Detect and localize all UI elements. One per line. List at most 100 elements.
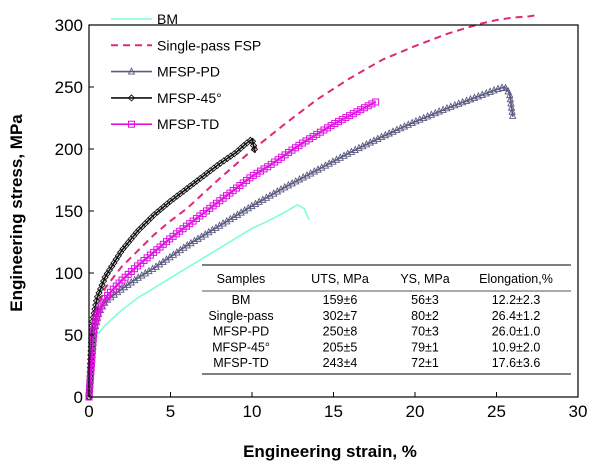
table-cell: 72±1	[411, 356, 439, 370]
data-point	[249, 141, 258, 149]
data-point	[97, 302, 105, 310]
y-tick-label: 250	[55, 78, 83, 97]
data-point	[302, 137, 310, 145]
legend-item-mfsp-td: MFSP-TD	[111, 116, 219, 132]
data-point	[86, 380, 94, 388]
legend-marker	[127, 67, 136, 75]
data-point	[87, 364, 95, 372]
legend-label: Single-pass FSP	[157, 37, 261, 53]
data-point	[166, 252, 174, 261]
data-point	[176, 245, 185, 254]
data-point	[159, 257, 167, 265]
data-point	[197, 232, 206, 240]
data-point	[183, 240, 191, 249]
data-point	[155, 259, 164, 268]
data-point	[357, 106, 365, 114]
data-point	[86, 376, 94, 384]
legend: BM Single-pass FSP MFSP-PD MFSP-45° MFSP-TD	[111, 11, 261, 132]
data-point	[313, 130, 321, 138]
data-point	[90, 326, 98, 334]
series-line	[88, 204, 310, 398]
legend-label: MFSP-PD	[157, 64, 220, 80]
table-cell: 250±8	[323, 325, 358, 339]
table-cell: MFSP-PD	[213, 325, 269, 339]
data-point	[334, 118, 342, 126]
x-tick-label: 10	[243, 402, 262, 421]
table-cell: 70±3	[411, 325, 439, 339]
data-point	[110, 290, 118, 298]
data-point	[260, 165, 268, 173]
table-header-cell: Samples	[217, 272, 266, 286]
legend-item-bm: BM	[111, 11, 178, 27]
data-point	[342, 114, 350, 122]
data-point	[92, 318, 100, 326]
table-cell: 80±2	[411, 309, 439, 323]
legend-item-single-pass-fsp: Single-pass FSP	[111, 37, 261, 53]
table-cell: 159±6	[323, 293, 358, 307]
data-point	[95, 306, 103, 314]
table-cell: 12.2±2.3	[492, 293, 541, 307]
table-cell: 26.0±1.0	[492, 325, 541, 339]
legend-marker	[128, 120, 135, 128]
data-point	[152, 262, 160, 270]
legend-label: MFSP-45°	[157, 90, 222, 106]
data-point	[212, 223, 220, 231]
y-tick-label: 100	[55, 264, 83, 283]
data-point	[87, 372, 95, 380]
x-tick-label: 15	[324, 402, 343, 421]
data-point	[249, 171, 257, 179]
data-point	[223, 216, 231, 225]
data-point	[169, 250, 178, 258]
data-point	[230, 212, 238, 220]
data-point	[498, 83, 506, 91]
y-tick-label: 0	[74, 388, 83, 407]
data-point	[89, 343, 97, 351]
data-point	[316, 128, 324, 136]
x-tick-label: 5	[166, 402, 175, 421]
data-point	[226, 214, 235, 223]
table-header-cell: YS, MPa	[400, 272, 449, 286]
legend-item-mfsp-45: MFSP-45°	[111, 90, 222, 106]
data-point	[86, 385, 94, 393]
data-point	[219, 219, 227, 227]
table-cell: 56±3	[411, 293, 439, 307]
legend-marker	[127, 94, 136, 102]
series-bm	[88, 204, 310, 398]
series-layer	[85, 14, 538, 401]
data-point	[141, 268, 150, 277]
data-point	[349, 110, 357, 118]
table-cell: Single-pass	[208, 309, 273, 323]
series-line	[88, 14, 538, 398]
data-point	[90, 330, 98, 338]
data-point	[501, 83, 510, 92]
table-cell: 205±5	[323, 340, 358, 354]
data-point	[346, 112, 354, 120]
data-point	[89, 339, 97, 347]
table-cell: MFSP-45°	[212, 340, 270, 354]
data-point	[162, 255, 171, 263]
x-tick-label: 25	[487, 402, 506, 421]
data-point	[246, 136, 255, 144]
data-point	[180, 243, 188, 251]
data-point	[138, 271, 146, 279]
series-mfsp-td	[85, 98, 380, 401]
data-point	[508, 111, 517, 119]
table-header-cell: Elongation,%	[479, 272, 553, 286]
table-cell: 17.6±3.6	[492, 356, 541, 370]
data-point	[338, 116, 346, 124]
table-cell: 79±1	[411, 340, 439, 354]
data-point	[145, 266, 153, 275]
table-cell: MFSP-TD	[213, 356, 269, 370]
data-point	[244, 203, 252, 212]
data-point	[240, 205, 249, 214]
data-point	[124, 280, 132, 288]
y-tick-label: 200	[55, 140, 83, 159]
data-point	[205, 227, 213, 236]
data-point	[364, 102, 372, 110]
data-point	[327, 122, 335, 130]
data-point	[372, 98, 380, 106]
x-tick-label: 20	[406, 402, 425, 421]
data-point	[130, 275, 139, 284]
table-header-cell: UTS, MPa	[311, 272, 369, 286]
